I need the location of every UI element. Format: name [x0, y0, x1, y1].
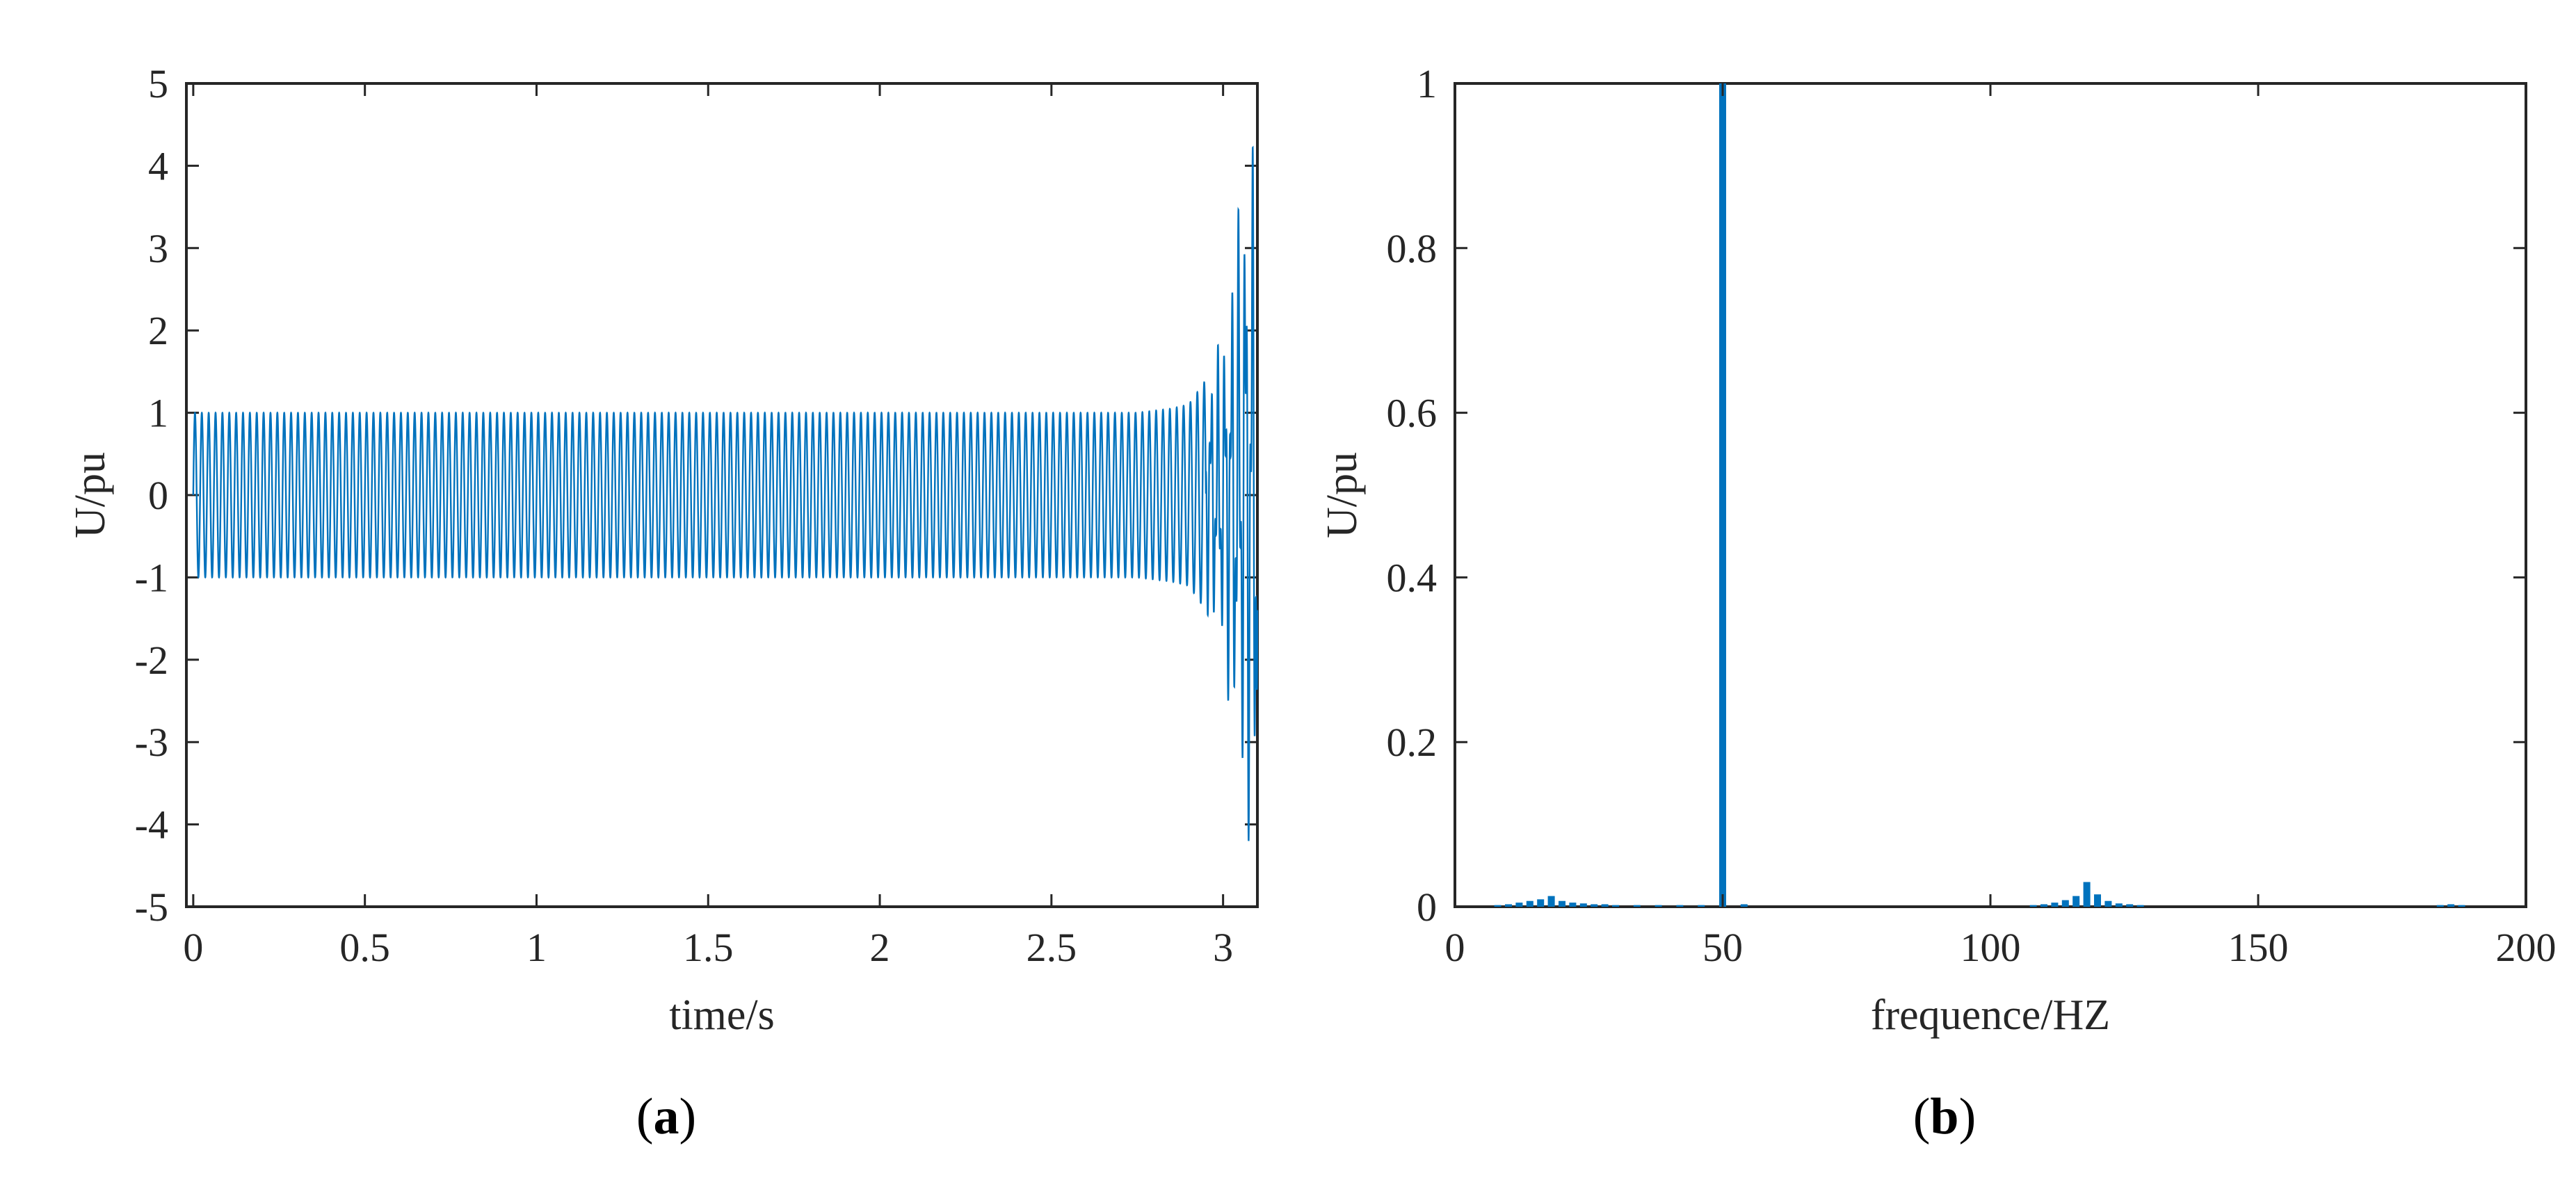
spectrum-bar	[1547, 896, 1555, 907]
spectrum-bar	[1740, 904, 1748, 907]
panel-caption-a-letter: a	[654, 1088, 679, 1145]
a-y-tick-label: -3	[135, 720, 168, 765]
spectrum-bar	[1611, 905, 1619, 907]
spectrum-bar	[2436, 905, 2444, 907]
a-x-tick-label: 0.5	[339, 925, 390, 970]
spectrum-bar	[1601, 904, 1609, 907]
b-x-tick-label: 0	[1445, 925, 1465, 970]
ticks-b: 0 50 100 150 200 0 0.2 0.4 0.6 0.8 1	[1387, 61, 2557, 970]
spectrum-bar	[1526, 900, 1533, 907]
spectrum-bar	[2051, 903, 2059, 907]
spectrum-bar	[2029, 905, 2037, 907]
spectrum-bar	[2115, 903, 2123, 907]
spectrum-bar	[2104, 900, 2112, 907]
spectrum-bar	[1504, 904, 1512, 907]
b-y-tick-label: 0.8	[1387, 226, 1438, 271]
a-y-tick-label: 5	[148, 61, 168, 106]
voltage-waveform-line	[192, 145, 1259, 841]
spectrum-bar	[1698, 905, 1705, 907]
spectrum-bar	[2093, 894, 2101, 907]
a-y-tick-label: -2	[135, 638, 168, 683]
axes-box-b	[1454, 82, 2527, 908]
spectrum-bar	[1655, 905, 1662, 907]
b-x-tick-label: 100	[1961, 925, 2021, 970]
a-y-tick-label: 3	[148, 226, 168, 271]
y-axis-label-b: U/pu	[1319, 452, 1366, 538]
spectrum-bar	[2083, 882, 2091, 907]
spectrum-bar	[1633, 905, 1641, 907]
spectrum-bar	[2447, 904, 2455, 907]
spectrum-bar	[1569, 903, 1577, 907]
a-x-tick-label: 1	[526, 925, 547, 970]
b-y-tick-label: 0.6	[1387, 391, 1438, 436]
x-axis-label-a: time/s	[669, 992, 775, 1039]
spectrum-bar	[2072, 896, 2080, 907]
a-x-tick-label: 1.5	[683, 925, 734, 970]
b-y-tick-label: 1	[1417, 61, 1437, 106]
a-y-tick-label: 4	[148, 143, 168, 188]
a-y-tick-label: 1	[148, 391, 168, 436]
b-y-tick-label: 0.4	[1387, 555, 1438, 600]
y-axis-label-a: U/pu	[67, 452, 114, 538]
spectrum-bar	[2040, 904, 2047, 907]
b-y-tick-label: 0	[1417, 884, 1437, 930]
spectrum-bar	[2136, 905, 2144, 907]
a-y-tick-label: 0	[148, 473, 168, 518]
spectrum-bar	[1515, 903, 1523, 907]
a-x-tick-label: 3	[1213, 925, 1233, 970]
spectrum-bar	[1558, 900, 1565, 907]
a-y-tick-label: -5	[135, 884, 168, 930]
a-x-tick-label: 2.5	[1027, 925, 1077, 970]
spectrum-bar	[1579, 903, 1587, 907]
panel-caption-b-letter: b	[1930, 1088, 1958, 1145]
spectrum-bar	[1718, 83, 1726, 907]
panel-caption-a: (a)	[636, 1088, 696, 1145]
ticks-a: 0 0.5 1 1.5 2 2.5 3 -5 -4 -3 -2 -1 0 1 2 3 4 5	[135, 61, 1257, 970]
spectrum-bar	[2458, 905, 2465, 907]
panel-a: 0 0.5 1 1.5 2 2.5 3 -5 -4 -3 -2 -1 0 1 2 3 4 5 time/s U/p…	[67, 61, 1259, 1145]
spectrum-bar	[1676, 905, 1684, 907]
x-axis-label-b: frequence/HZ	[1871, 992, 2110, 1039]
a-x-tick-label: 0	[183, 925, 203, 970]
b-y-tick-label: 0.2	[1387, 720, 1438, 765]
spectrum-bar	[1537, 899, 1545, 907]
spectrum-bar	[1591, 904, 1598, 907]
series-b	[1494, 83, 2465, 907]
a-y-tick-label: -1	[135, 555, 168, 600]
spectrum-bar	[2061, 900, 2069, 907]
spectrum-bar	[2126, 904, 2134, 907]
a-y-tick-label: -4	[135, 802, 168, 848]
b-x-tick-label: 50	[1702, 925, 1743, 970]
series-a	[192, 145, 1259, 841]
panel-caption-b: (b)	[1913, 1088, 1976, 1145]
b-x-tick-label: 150	[2228, 925, 2289, 970]
spectrum-bar	[1494, 905, 1502, 907]
a-x-tick-label: 2	[870, 925, 890, 970]
a-y-tick-label: 2	[148, 308, 168, 353]
b-x-tick-label: 200	[2496, 925, 2557, 970]
